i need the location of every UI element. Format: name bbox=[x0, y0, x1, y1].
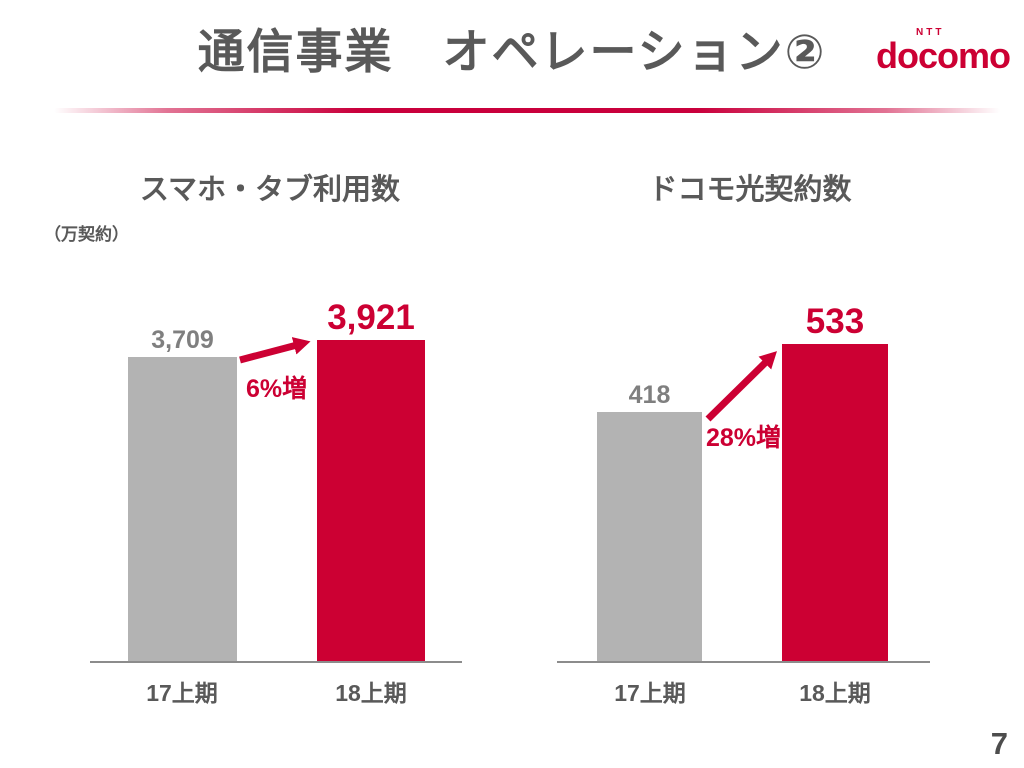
increase-arrow-icon bbox=[705, 351, 777, 422]
page-title: 通信事業 オペレーション② bbox=[197, 25, 827, 78]
bar-value-label: 3,709 bbox=[151, 325, 214, 354]
bar-18-first-half bbox=[782, 344, 888, 661]
chart-title: ドコモ光契約数 bbox=[648, 174, 852, 206]
increase-arrow-icon bbox=[239, 337, 311, 364]
bar-17-first-half bbox=[128, 357, 237, 661]
unit-label: （万契約） bbox=[44, 225, 129, 244]
x-tick-label: 18上期 bbox=[335, 680, 407, 706]
bar-17-first-half bbox=[597, 412, 702, 661]
x-axis-line bbox=[90, 661, 462, 663]
page-number: 7 bbox=[990, 726, 1008, 761]
bar-value-label: 533 bbox=[805, 301, 865, 341]
x-axis-line bbox=[557, 661, 930, 663]
x-tick-label: 17上期 bbox=[146, 680, 218, 706]
logo-ntt-text: NTT bbox=[916, 27, 945, 38]
chart-title: スマホ・タブ利用数 bbox=[139, 174, 401, 206]
bar-value-label: 418 bbox=[628, 380, 671, 409]
increase-annotation: 28%増 bbox=[706, 424, 782, 452]
x-tick-label: 18上期 bbox=[799, 680, 871, 706]
title-divider-line bbox=[54, 108, 1000, 113]
x-tick-label: 17上期 bbox=[614, 680, 686, 706]
bar-value-label: 3,921 bbox=[327, 297, 415, 337]
increase-annotation: 6%増 bbox=[246, 375, 308, 403]
docomo-logo: NTT docomo bbox=[876, 27, 1011, 76]
logo-docomo-text: docomo bbox=[876, 35, 1011, 76]
bar-18-first-half bbox=[317, 340, 425, 661]
